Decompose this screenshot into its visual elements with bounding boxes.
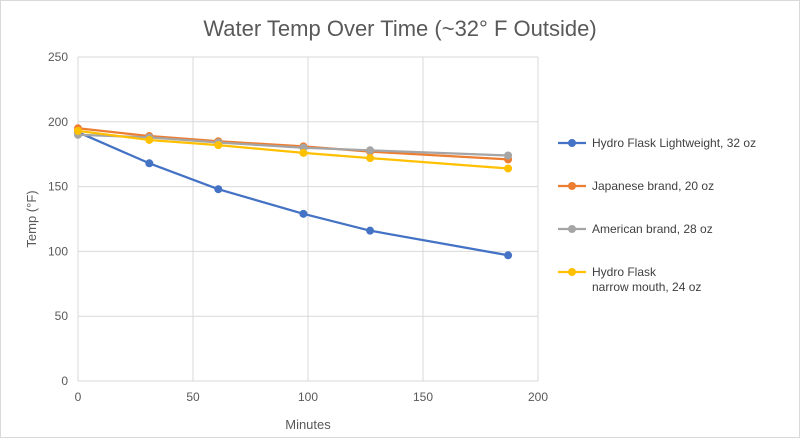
tick-labels: 0 50 100 150 200 250 0 50 100 150 200 (48, 50, 548, 404)
y-tick-label: 250 (48, 50, 68, 64)
legend-label: Hydro Flask (592, 265, 657, 279)
series-layer (74, 124, 513, 260)
x-tick-label: 50 (186, 390, 200, 404)
x-tick-label: 0 (75, 390, 82, 404)
y-tick-label: 100 (48, 244, 68, 258)
chart-title: Water Temp Over Time (~32° F Outside) (203, 16, 596, 41)
legend-item: Japanese brand, 20 oz (558, 179, 714, 193)
legend-label: Japanese brand, 20 oz (592, 179, 714, 193)
data-point (74, 126, 82, 135)
legend-label: narrow mouth, 24 oz (592, 280, 701, 294)
x-tick-label: 150 (413, 390, 433, 404)
gridlines (77, 56, 539, 382)
x-tick-label: 100 (298, 390, 318, 404)
data-point (504, 164, 513, 173)
y-tick-label: 0 (61, 374, 68, 388)
data-point (299, 148, 308, 157)
series-4 (74, 126, 513, 173)
data-point (299, 209, 308, 218)
series-line (77, 133, 509, 157)
data-point (366, 226, 375, 235)
legend-item: Hydro Flask Lightweight, 32 oz (558, 136, 756, 150)
y-axis-label: Temp (°F) (24, 190, 39, 247)
x-tick-label: 200 (528, 390, 548, 404)
legend-label: American brand, 28 oz (592, 222, 713, 236)
data-point (504, 251, 513, 260)
data-point (145, 159, 154, 168)
data-point (366, 154, 375, 163)
legend-marker (568, 139, 576, 147)
y-tick-label: 150 (48, 180, 68, 194)
legend: Hydro Flask Lightweight, 32 oz Japanese b… (558, 136, 756, 294)
data-point (504, 151, 513, 160)
series-line (77, 131, 509, 257)
data-point (145, 135, 154, 144)
legend-marker (568, 268, 576, 276)
legend-label: Hydro Flask Lightweight, 32 oz (592, 136, 756, 150)
legend-marker (568, 182, 576, 190)
data-point (214, 185, 223, 194)
y-tick-label: 50 (55, 309, 69, 323)
y-tick-label: 200 (48, 115, 68, 129)
data-point (366, 146, 375, 155)
data-point (214, 141, 223, 150)
series-line (77, 129, 509, 170)
x-axis-label: Minutes (285, 417, 331, 432)
series-line (77, 127, 509, 161)
legend-item: American brand, 28 oz (558, 222, 713, 236)
legend-marker (568, 225, 576, 233)
